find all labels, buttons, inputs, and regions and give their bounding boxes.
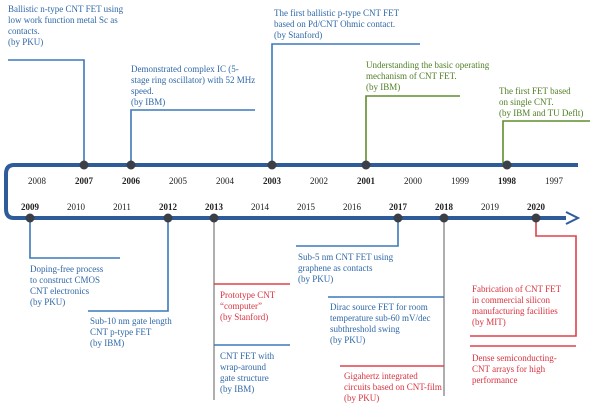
milestone-text: (by IBM)	[90, 338, 124, 348]
milestone-dot	[163, 213, 173, 223]
milestone-text: circuits based on CNT-film	[344, 382, 442, 392]
year-label: 2006	[122, 176, 141, 186]
milestone-text: (by PKU)	[8, 37, 43, 47]
year-label: 2007	[75, 176, 94, 186]
milestone-text: Understanding the basic operating	[366, 60, 490, 70]
timeline-axis	[4, 163, 578, 220]
year-label: 2016	[343, 202, 362, 212]
year-label: 2004	[216, 176, 235, 186]
year-label: 2000	[404, 176, 423, 186]
connector	[271, 43, 420, 165]
milestone-text: Demonstrated complex IC (5-	[131, 64, 239, 74]
connector	[365, 95, 460, 165]
year-label: 2002	[310, 176, 328, 186]
milestone-text: Dirac source FET for room	[330, 302, 428, 312]
milestone-text: wrap-around	[220, 362, 266, 372]
year-label: 2005	[169, 176, 188, 186]
milestone-text: stage ring oscillator) with 52 MHz	[131, 75, 255, 85]
milestone-text: low work function metal Sc as	[8, 15, 118, 25]
year-label: 1997	[545, 176, 564, 186]
milestone-text: contacts.	[8, 26, 40, 36]
year-label: 1998	[498, 176, 517, 186]
connector	[130, 109, 255, 165]
milestone-text: (by IBM)	[131, 97, 165, 107]
milestone-dot	[209, 213, 219, 223]
milestone-text: “computer”	[220, 301, 262, 311]
milestone-dot	[393, 213, 403, 223]
milestone-text: (by IBM)	[366, 82, 400, 92]
milestone-text: The first ballistic p-type CNT FET	[274, 8, 400, 18]
milestone-text: to construct CMOS	[30, 275, 100, 285]
milestone-text: CNT electronics	[30, 286, 90, 296]
year-label: 2003	[263, 176, 282, 186]
year-label: 2012	[159, 202, 178, 212]
year-label: 2009	[21, 202, 40, 212]
year-label: 2008	[28, 176, 47, 186]
milestone-dot	[361, 160, 371, 170]
milestone-text: Sub-5 nm CNT FET using	[298, 252, 394, 262]
milestone-text: (by PKU)	[30, 297, 65, 307]
milestone-dot	[25, 213, 35, 223]
connector	[470, 218, 577, 337]
milestone-text: Ballistic n-type CNT FET using	[8, 4, 124, 14]
milestone-text: manufacturing facilities	[472, 306, 558, 316]
connector	[8, 59, 85, 165]
milestone-text: mechanism of CNT FET.	[366, 71, 457, 81]
milestone-text: (by PKU)	[298, 274, 333, 284]
milestone-text: (by IBM and TU Deflt)	[499, 108, 583, 118]
milestone-text: (by PKU)	[344, 393, 379, 403]
milestone-text: temperature sub-60 mV/dec	[330, 313, 430, 323]
year-label: 2017	[389, 202, 408, 212]
milestone-text: The first FET based	[499, 86, 571, 96]
milestone-dot	[439, 213, 449, 223]
timeline-arrow	[565, 211, 581, 225]
milestone-text: Gigahertz integrated	[344, 371, 418, 381]
milestone-text: graphene as contacts	[298, 263, 373, 273]
milestone-text: CNT arrays for high	[472, 364, 546, 374]
milestone-text: Doping-free process	[30, 264, 104, 274]
year-label: 2015	[297, 202, 316, 212]
milestone-text: (by Stanford)	[274, 30, 322, 40]
year-label: 2020	[527, 202, 546, 212]
milestone-text: CNT p-type FET	[90, 327, 152, 337]
milestone-text: based on Pd/CNT Ohmic contact.	[274, 19, 395, 29]
milestone-dot	[267, 160, 277, 170]
year-label: 2014	[251, 202, 270, 212]
milestone-dot	[502, 160, 512, 170]
milestone-text: in commercial silicon	[472, 295, 550, 305]
milestone-text: Dense semiconducting-	[472, 353, 557, 363]
year-label: 2011	[113, 202, 131, 212]
milestone-text: Prototype CNT	[220, 290, 276, 300]
connector	[502, 120, 590, 165]
connector	[88, 218, 169, 312]
milestone-text: (by Stanford)	[220, 312, 268, 322]
year-label: 2001	[357, 176, 376, 186]
milestone-text: subthreshold swing	[330, 324, 400, 334]
milestone-dot	[79, 160, 89, 170]
milestone-text: (by PKU)	[330, 335, 365, 345]
milestone-text: Fabrication of CNT FET	[472, 284, 562, 294]
milestone-text: on single CNT.	[499, 97, 554, 107]
milestone-dot	[531, 213, 541, 223]
milestone-text: (by MIT)	[472, 317, 506, 327]
milestone-text: performance	[472, 375, 517, 385]
milestone-dot	[126, 160, 136, 170]
year-label: 2013	[205, 202, 224, 212]
milestone-text: Sub-10 nm gate length	[90, 316, 172, 326]
year-label: 2010	[67, 202, 86, 212]
year-label: 2018	[435, 202, 454, 212]
year-label: 2019	[481, 202, 500, 212]
milestone-text: speed.	[131, 86, 154, 96]
connector	[29, 218, 120, 259]
milestone-text: (by IBM)	[220, 384, 254, 394]
milestone-text: CNT FET with	[220, 351, 275, 361]
connector	[296, 218, 399, 247]
milestone-text: gate structure	[220, 373, 269, 383]
year-label: 1999	[451, 176, 470, 186]
